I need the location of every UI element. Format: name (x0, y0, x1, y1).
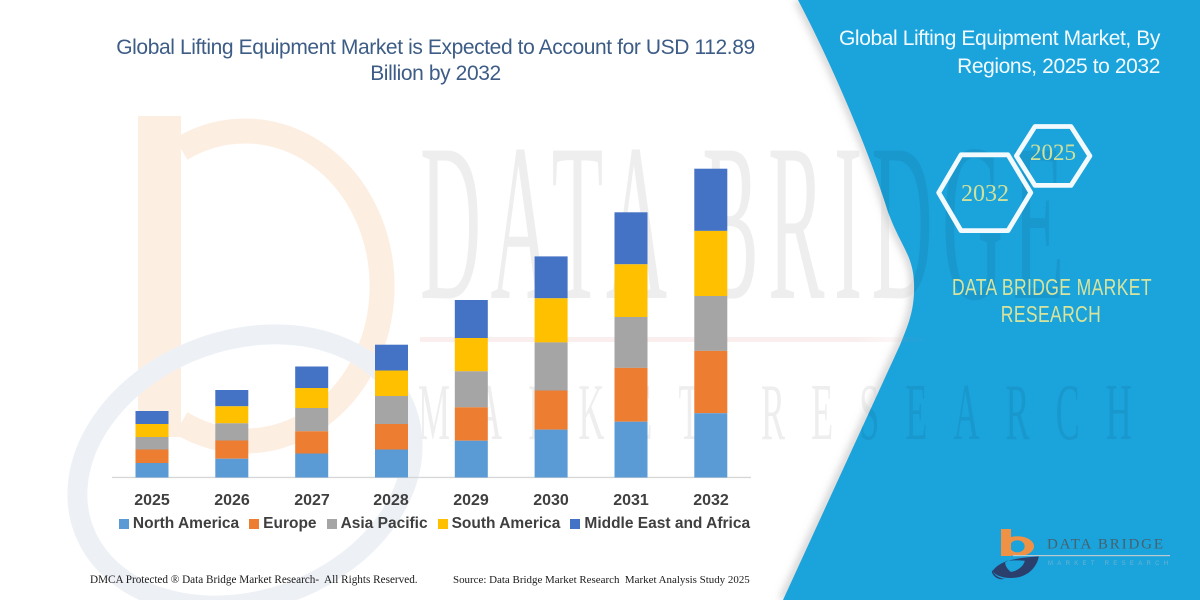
svg-text:MARKET RESEARCH: MARKET RESEARCH (1048, 561, 1172, 567)
svg-text:DATA BRIDGE: DATA BRIDGE (1047, 537, 1163, 553)
